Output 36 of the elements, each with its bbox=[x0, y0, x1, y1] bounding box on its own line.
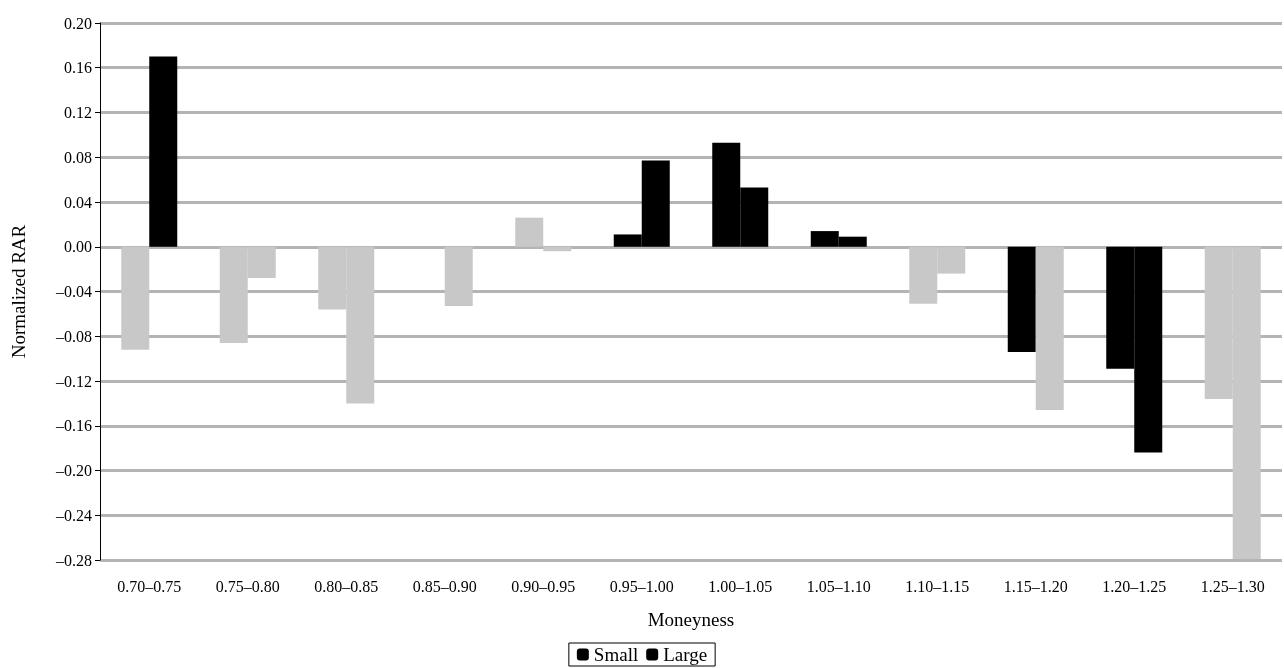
x-axis-title: Moneyness bbox=[647, 609, 735, 630]
bar bbox=[1007, 246, 1036, 352]
y-tick-label: 0.08 bbox=[64, 148, 92, 166]
x-tick-label: 1.05–1.10 bbox=[806, 577, 871, 595]
bar bbox=[1035, 246, 1064, 411]
y-tick-label: –0.08 bbox=[55, 327, 92, 345]
bar bbox=[444, 246, 473, 307]
bar bbox=[149, 56, 178, 247]
y-tick-label: –0.24 bbox=[55, 506, 92, 524]
y-tick-label: 0.04 bbox=[64, 193, 92, 211]
x-tick-label: 1.25–1.30 bbox=[1200, 577, 1265, 595]
y-tick-label: –0.28 bbox=[55, 551, 92, 569]
x-tick-label: 1.10–1.15 bbox=[905, 577, 970, 595]
x-tick-label: 0.75–0.80 bbox=[215, 577, 280, 595]
x-tick-label: 1.20–1.25 bbox=[1102, 577, 1167, 595]
y-tick-label: 0.00 bbox=[64, 238, 92, 256]
y-tick-label: –0.20 bbox=[55, 462, 92, 479]
y-tick-label: 0.16 bbox=[64, 59, 92, 77]
y-tick-label: –0.12 bbox=[55, 372, 92, 390]
y-tick-label: 0.12 bbox=[64, 104, 92, 121]
bar bbox=[515, 217, 544, 247]
x-tick-label: 1.00–1.05 bbox=[708, 577, 773, 595]
x-tick-label: 0.95–1.00 bbox=[609, 577, 674, 595]
legend-label: Large bbox=[663, 644, 708, 665]
x-tick-label: 0.80–0.85 bbox=[314, 577, 379, 595]
y-tick-label: 0.20 bbox=[64, 14, 92, 32]
y-tick-label: –0.16 bbox=[55, 417, 92, 435]
x-tick-label: 1.15–1.20 bbox=[1003, 577, 1068, 595]
x-tick-label: 0.90–0.95 bbox=[511, 577, 576, 595]
y-tick-label: –0.04 bbox=[55, 283, 92, 300]
bar bbox=[121, 246, 150, 350]
legend-label: Small bbox=[593, 644, 639, 665]
y-axis-title: Normalized RAR bbox=[8, 224, 29, 359]
bar bbox=[543, 246, 572, 252]
x-tick-label: 0.85–0.90 bbox=[412, 577, 477, 595]
x-tick-label: 0.70–0.75 bbox=[117, 577, 182, 595]
